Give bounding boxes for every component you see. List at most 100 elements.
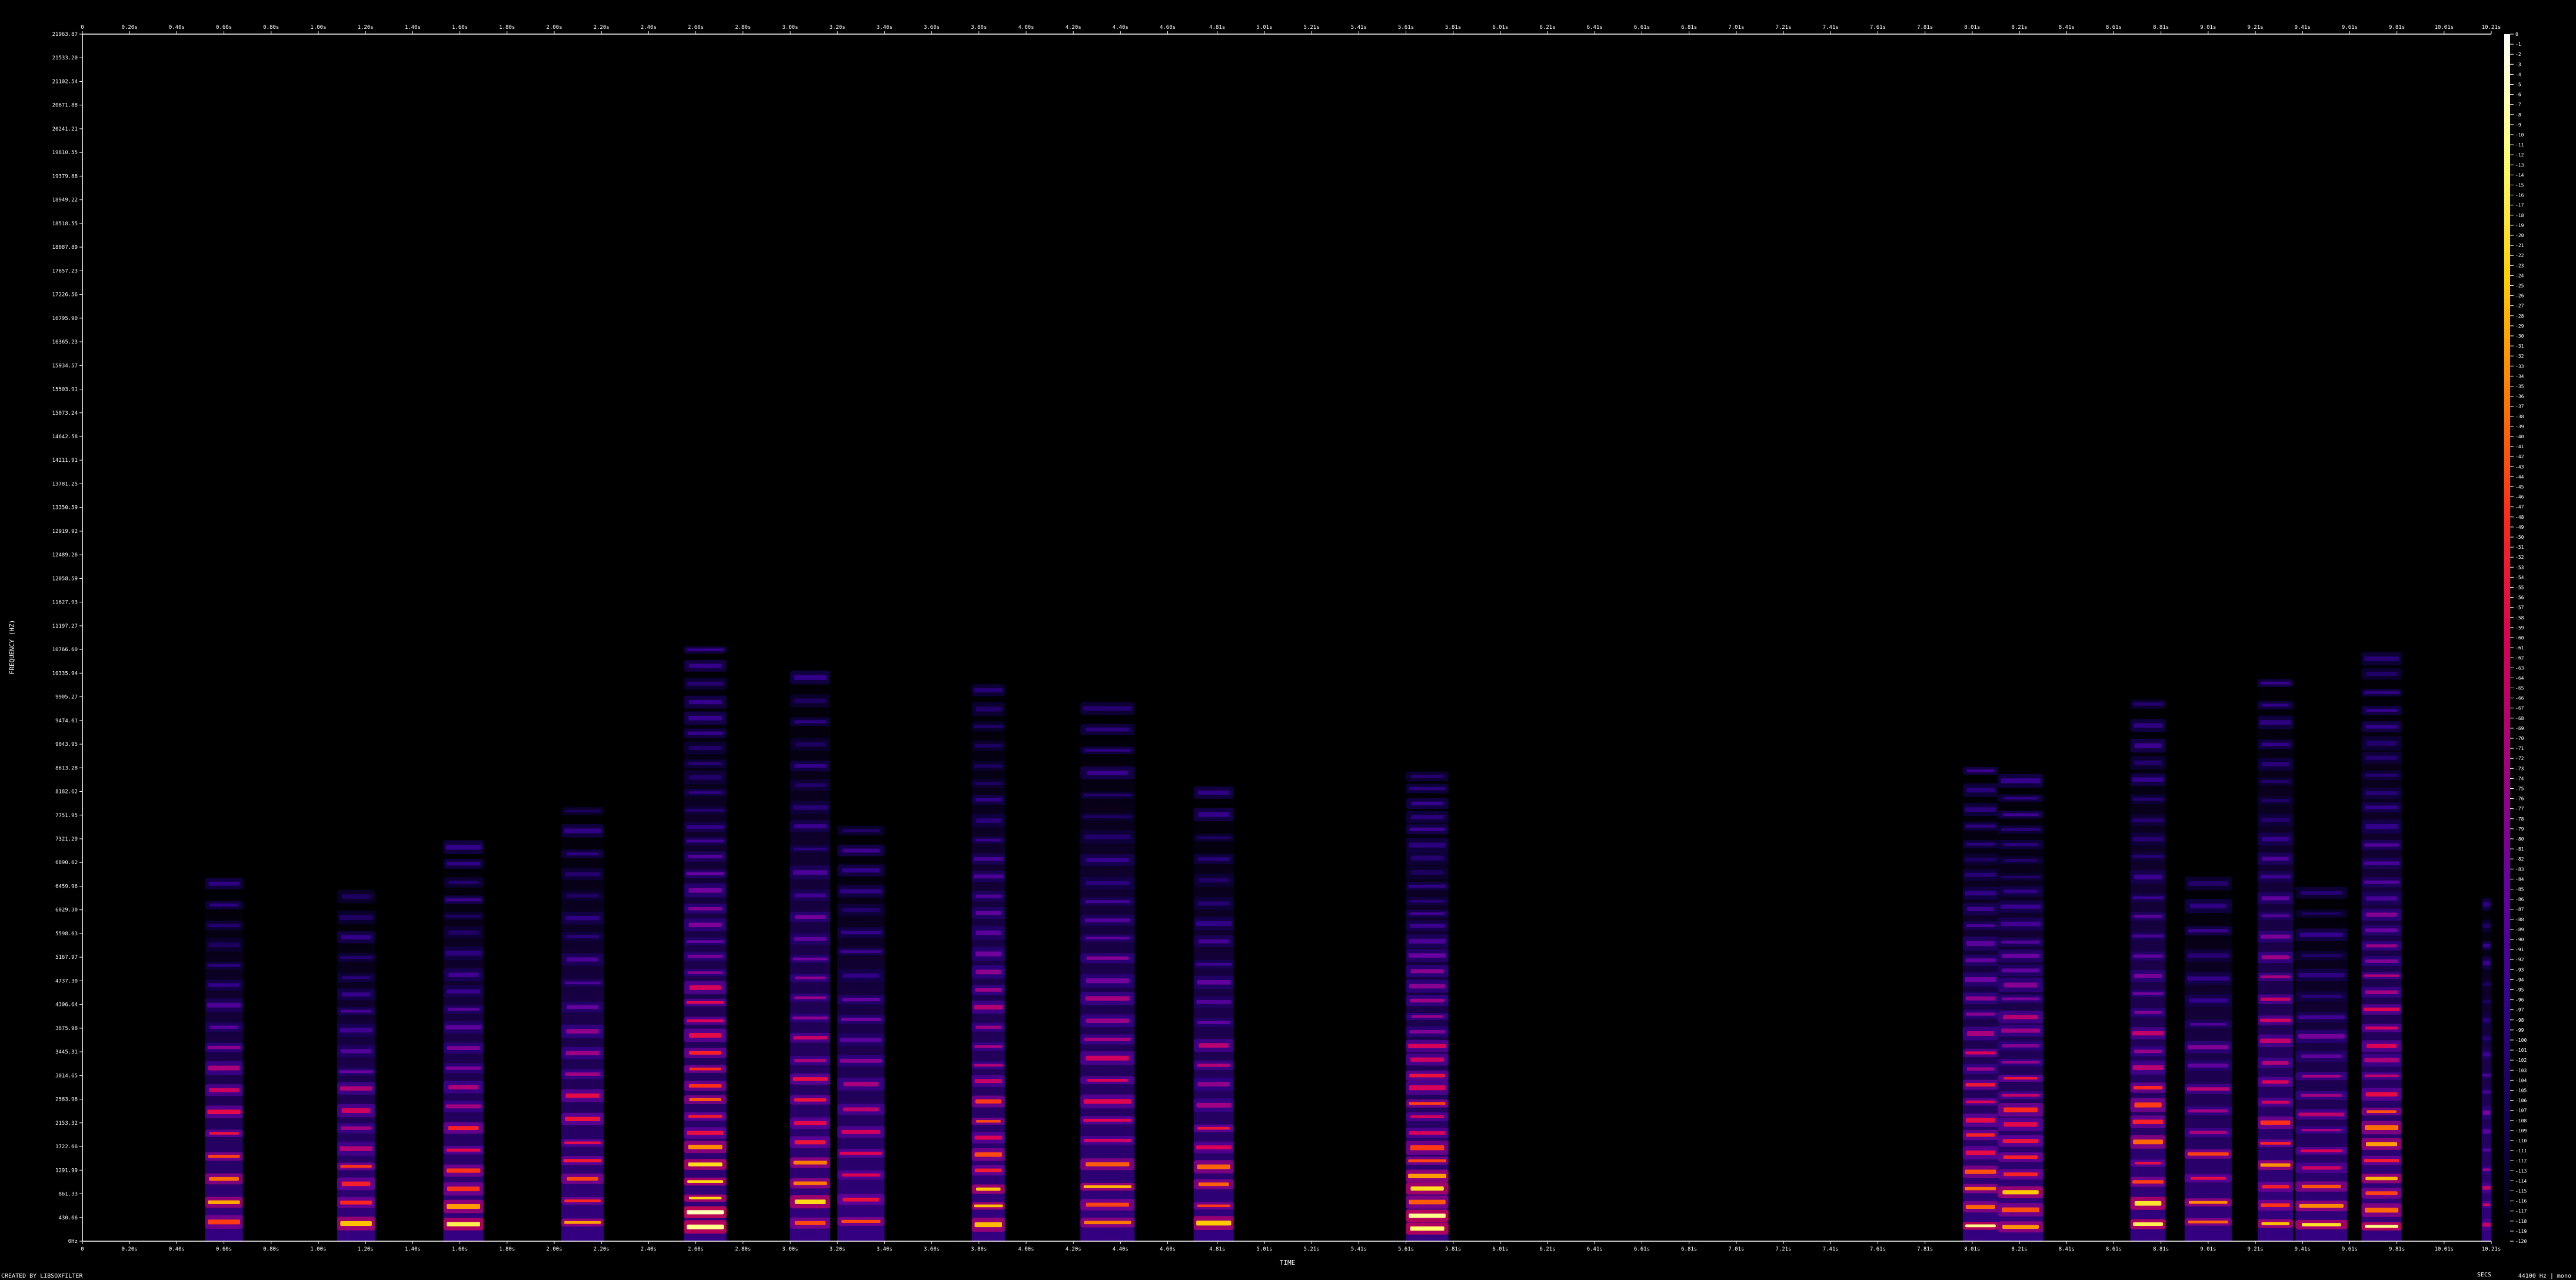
colorbar-tick-label: -38 <box>2515 414 2524 419</box>
spectral-burst <box>837 818 885 1241</box>
spectrogram-layer <box>205 646 2491 1241</box>
harmonic-band <box>975 1025 1001 1029</box>
harmonic-band <box>973 1064 1003 1067</box>
x-tick-label-top: 8.01s <box>1964 25 1980 31</box>
colorbar-tick-label: -109 <box>2515 1128 2527 1134</box>
x-tick-label-top: 2.20s <box>594 25 610 31</box>
harmonic-band <box>565 872 601 876</box>
harmonic-band <box>208 964 240 967</box>
harmonic-band <box>973 857 1003 861</box>
x-tick-label-bottom: 7.61s <box>1870 1246 1886 1252</box>
harmonic-band <box>1410 1226 1445 1231</box>
harmonic-band <box>1197 836 1231 839</box>
colorbar-tick-label: -97 <box>2515 1008 2524 1013</box>
y-tick-label: 5167.97 <box>55 955 78 961</box>
harmonic-band <box>2188 1201 2228 1204</box>
harmonic-band <box>1196 1102 1232 1108</box>
harmonic-band <box>1411 1015 1443 1018</box>
y-tick-label: 21533.20 <box>52 55 78 61</box>
x-tick-label-top: 5.81s <box>1445 25 1461 31</box>
harmonic-band <box>564 981 601 985</box>
harmonic-band <box>2365 791 2398 795</box>
harmonic-band <box>2001 828 2041 831</box>
colorbar-tick-label: -1 <box>2515 42 2521 47</box>
harmonic-band <box>1083 1138 1131 1142</box>
harmonic-band <box>2364 691 2399 694</box>
x-tick-label-bottom: 4.81s <box>1209 1246 1225 1252</box>
y-tick-label: 20241.21 <box>52 126 78 132</box>
colorbar-tick-label: -9 <box>2515 122 2521 128</box>
x-tick-label-top: 7.61s <box>1870 25 1886 31</box>
y-tick-label: 0Hz <box>68 1239 78 1245</box>
harmonic-band <box>976 1120 1001 1123</box>
colorbar-tick-label: -39 <box>2515 424 2524 429</box>
harmonic-band <box>1084 1221 1131 1225</box>
harmonic-band <box>2301 994 2342 998</box>
harmonic-band <box>2132 797 2164 801</box>
harmonic-band <box>794 698 827 704</box>
harmonic-band <box>976 818 1001 824</box>
harmonic-band <box>975 988 1002 992</box>
harmonic-band <box>445 1104 481 1109</box>
colorbar-tick-label: -31 <box>2515 344 2524 349</box>
x-tick-label-bottom: 3.00s <box>782 1246 798 1252</box>
harmonic-band <box>1966 1133 1995 1137</box>
harmonic-band <box>207 1045 241 1049</box>
harmonic-band <box>563 1159 602 1162</box>
harmonic-band <box>840 889 882 894</box>
harmonic-band <box>1410 899 1445 903</box>
harmonic-band <box>2262 836 2289 842</box>
harmonic-band <box>974 1168 1002 1172</box>
colorbar-tick-label: -36 <box>2515 394 2524 399</box>
harmonic-band <box>975 798 1001 802</box>
harmonic-band <box>2298 1112 2345 1116</box>
harmonic-band <box>1086 956 1129 960</box>
colorbar-tick-label: -99 <box>2515 1028 2524 1033</box>
harmonic-band <box>208 983 240 987</box>
colorbar-tick-label: -106 <box>2515 1098 2527 1104</box>
x-tick-label-bottom: 8.81s <box>2153 1246 2169 1252</box>
colorbar-tick-label: -67 <box>2515 706 2524 711</box>
harmonic-band <box>688 888 722 893</box>
harmonic-band <box>2133 702 2163 706</box>
y-tick-label: 430.66 <box>58 1215 78 1221</box>
harmonic-band <box>2365 805 2398 809</box>
colorbar-tick-label: -94 <box>2515 977 2524 982</box>
x-tick-label-top: 1.80s <box>499 25 515 31</box>
spectral-burst <box>2295 884 2348 1241</box>
harmonic-band <box>795 742 826 746</box>
footer-sample-rate: 44100 Hz | mono <box>2518 1273 2571 1279</box>
harmonic-band <box>1409 786 1446 791</box>
colorbar-tick-label: -14 <box>2515 172 2524 178</box>
harmonic-band <box>1197 1164 1230 1169</box>
harmonic-band <box>842 1173 880 1177</box>
harmonic-band <box>2302 1075 2341 1078</box>
x-tick-label-bottom: 9.61s <box>2342 1246 2358 1252</box>
harmonic-band <box>2132 855 2164 858</box>
harmonic-band <box>209 1025 238 1029</box>
y-tick-label: 3445.31 <box>55 1049 78 1055</box>
x-tick-label-bottom: 5.41s <box>1351 1246 1367 1252</box>
y-tick-label: 3875.98 <box>55 1026 78 1032</box>
x-ticks-bottom: 0 0.20s 0.40s 0.60s 0.80s 1.00s 1.20s 1.40s 1.60… <box>81 1241 2501 1252</box>
x-tick-label-top: 8.21s <box>2011 25 2027 31</box>
harmonic-band <box>2365 1225 2398 1228</box>
x-tick-label-bottom: 3.60s <box>924 1246 940 1252</box>
harmonic-band <box>2482 961 2491 965</box>
harmonic-band <box>1966 924 1995 928</box>
harmonic-band <box>340 956 372 959</box>
colorbar-tick-label: -21 <box>2515 243 2524 248</box>
harmonic-band <box>1410 870 1444 875</box>
harmonic-band <box>1084 918 1130 922</box>
harmonic-band <box>1409 827 1445 831</box>
harmonic-band <box>208 1219 240 1225</box>
harmonic-band <box>1966 842 1995 846</box>
harmonic-band <box>2187 1152 2229 1156</box>
harmonic-band <box>2482 982 2491 986</box>
y-tick-label: 16365.23 <box>52 339 78 345</box>
harmonic-band <box>1086 858 1129 862</box>
harmonic-band <box>2260 1163 2291 1167</box>
harmonic-band <box>2301 1054 2342 1059</box>
colorbar-tick-label: -66 <box>2515 696 2524 701</box>
harmonic-band <box>2188 998 2228 1003</box>
